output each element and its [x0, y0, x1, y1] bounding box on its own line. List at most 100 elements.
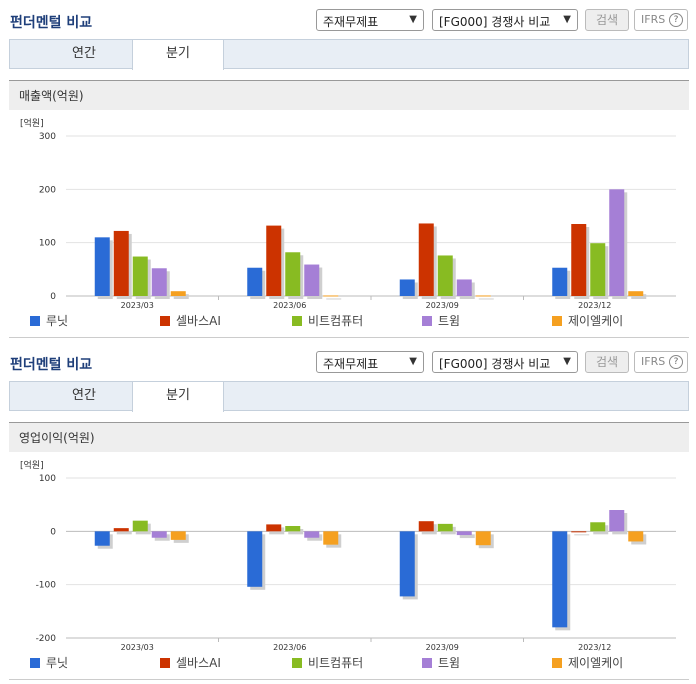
- tab-quarterly[interactable]: 분기: [132, 40, 224, 70]
- legend-label: 비트컴퓨터: [308, 314, 364, 328]
- statement-select-value: 주재무제표: [323, 15, 379, 29]
- bar[interactable]: [151, 531, 167, 538]
- legend-item-lunit: 루닛: [30, 313, 68, 329]
- x-tick-label: 2023/06: [273, 643, 306, 652]
- revenue-bar-chart: [억원] 0 100 200 300 2023/03 2023/06 2023/09 2023/…: [20, 117, 676, 310]
- bar[interactable]: [113, 230, 129, 296]
- peer-select[interactable]: [FG000] 경쟁사 비교 ▼: [432, 9, 578, 31]
- peer-select-value: [FG000] 경쟁사 비교: [439, 357, 551, 371]
- bar[interactable]: [113, 528, 129, 532]
- chevron-down-icon: ▼: [563, 356, 571, 367]
- legend-item-bit-computer: 비트컴퓨터: [292, 313, 363, 329]
- section-divider: [9, 337, 689, 338]
- legend-item-twim: 트윔: [422, 655, 460, 671]
- peer-select-value: [FG000] 경쟁사 비교: [439, 15, 551, 29]
- legend-swatch: [552, 316, 562, 326]
- bar[interactable]: [399, 531, 415, 597]
- legend-item-selvas-ai: 셀바스AI: [160, 655, 221, 671]
- ifrs-help-button[interactable]: IFRS ?: [634, 9, 688, 31]
- bar[interactable]: [437, 255, 453, 296]
- tab-annual[interactable]: 연간: [72, 46, 96, 61]
- bar[interactable]: [323, 295, 339, 297]
- period-tabs: 연간 분기: [9, 381, 689, 412]
- legend-label: 트윔: [438, 314, 461, 328]
- bar[interactable]: [609, 510, 625, 532]
- bar[interactable]: [590, 243, 606, 296]
- bar-shadow: [173, 294, 189, 299]
- bar[interactable]: [456, 531, 472, 536]
- bar[interactable]: [304, 264, 320, 296]
- bar[interactable]: [552, 267, 568, 296]
- x-tick-label: 2023/06: [273, 301, 306, 310]
- bar[interactable]: [590, 522, 606, 532]
- legend-swatch: [160, 316, 170, 326]
- bar[interactable]: [170, 291, 186, 296]
- bar[interactable]: [247, 531, 263, 587]
- metric-label: 매출액(억원): [9, 80, 689, 110]
- bar[interactable]: [418, 521, 434, 532]
- chevron-down-icon: ▼: [409, 356, 417, 367]
- bar[interactable]: [285, 252, 301, 296]
- bar[interactable]: [609, 189, 625, 296]
- bar[interactable]: [399, 279, 415, 296]
- bar[interactable]: [94, 531, 110, 546]
- x-tick-label: 2023/12: [578, 643, 611, 652]
- search-button[interactable]: 검색: [585, 9, 629, 31]
- bar[interactable]: [170, 531, 186, 540]
- y-tick-label: 100: [39, 474, 56, 484]
- legend-swatch: [30, 316, 40, 326]
- bar[interactable]: [151, 268, 167, 296]
- statement-select[interactable]: 주재무제표 ▼: [316, 351, 424, 373]
- legend-label: 제이엘케이: [568, 314, 624, 328]
- question-icon: ?: [669, 13, 683, 27]
- legend-item-jlk: 제이엘케이: [552, 313, 623, 329]
- bar[interactable]: [132, 256, 148, 296]
- bar-shadow: [631, 294, 647, 299]
- legend-item-bit-computer: 비트컴퓨터: [292, 655, 363, 671]
- bar[interactable]: [475, 295, 491, 297]
- x-tick-label: 2023/03: [121, 301, 154, 310]
- tab-quarterly[interactable]: 분기: [132, 382, 224, 412]
- legend-item-selvas-ai: 셀바스AI: [160, 313, 221, 329]
- statement-select-value: 주재무제표: [323, 357, 379, 371]
- chevron-down-icon: ▼: [563, 14, 571, 25]
- y-tick-label: 0: [50, 527, 56, 537]
- chart-legend: 루닛 셀바스AI 비트컴퓨터 트윔 제이엘케이: [30, 655, 670, 671]
- bar[interactable]: [571, 531, 587, 533]
- x-tick-label: 2023/03: [121, 643, 154, 652]
- bar[interactable]: [552, 531, 568, 628]
- legend-label: 셀바스AI: [176, 656, 221, 670]
- bar[interactable]: [323, 531, 339, 545]
- legend-label: 트윔: [438, 656, 461, 670]
- bar[interactable]: [628, 291, 644, 296]
- fundamental-section-revenue: 펀더멘털 비교 주재무제표 ▼ [FG000] 경쟁사 비교 ▼ 검색 IFRS…: [9, 9, 689, 338]
- legend-label: 제이엘케이: [568, 656, 624, 670]
- statement-select[interactable]: 주재무제표 ▼: [316, 9, 424, 31]
- section-title: 펀더멘털 비교: [10, 15, 93, 31]
- bar[interactable]: [456, 279, 472, 296]
- bar[interactable]: [247, 267, 263, 296]
- bar-shadow: [459, 534, 475, 539]
- unit-label: [억원]: [20, 117, 44, 129]
- bar[interactable]: [628, 531, 644, 542]
- bar[interactable]: [94, 237, 110, 296]
- bar[interactable]: [475, 531, 491, 546]
- bar[interactable]: [304, 531, 320, 538]
- bar[interactable]: [285, 526, 301, 532]
- section-divider: [9, 679, 689, 680]
- bar[interactable]: [266, 225, 282, 296]
- ifrs-label: IFRS: [641, 355, 666, 368]
- y-tick-label: -200: [36, 634, 57, 644]
- bar[interactable]: [266, 524, 282, 532]
- bar[interactable]: [571, 224, 587, 296]
- peer-select[interactable]: [FG000] 경쟁사 비교 ▼: [432, 351, 578, 373]
- legend-swatch: [422, 658, 432, 668]
- ifrs-help-button[interactable]: IFRS ?: [634, 351, 688, 373]
- tab-annual[interactable]: 연간: [72, 388, 96, 403]
- bar[interactable]: [132, 520, 148, 532]
- search-button[interactable]: 검색: [585, 351, 629, 373]
- legend-item-twim: 트윔: [422, 313, 460, 329]
- legend-label: 루닛: [46, 656, 69, 670]
- bar[interactable]: [418, 223, 434, 296]
- bar[interactable]: [437, 523, 453, 532]
